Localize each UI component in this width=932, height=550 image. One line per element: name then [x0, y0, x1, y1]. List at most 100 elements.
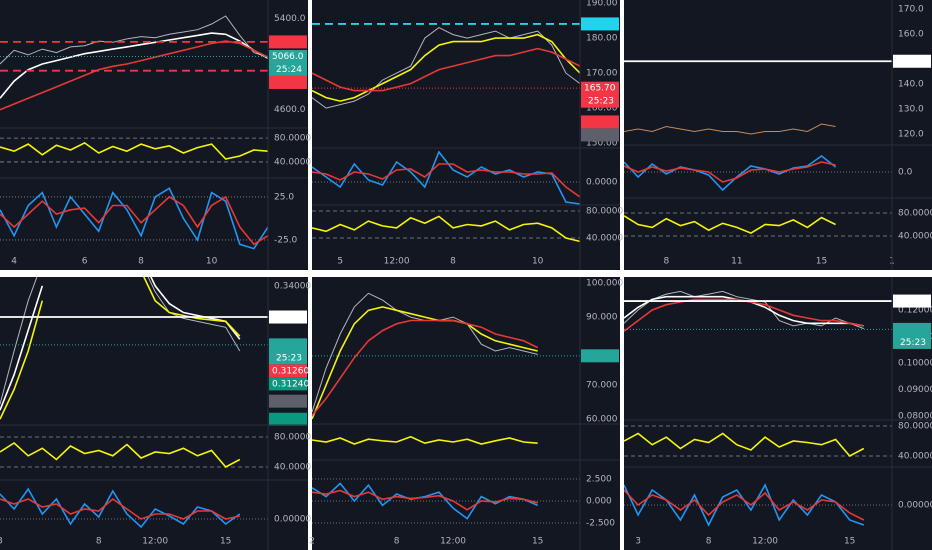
series-line — [0, 195, 268, 246]
price-tag — [581, 17, 619, 31]
series-line — [624, 215, 836, 234]
x-tick-label: 12:00 — [752, 537, 778, 547]
price-tag — [269, 75, 307, 89]
y-tick-label: 40.0000 — [898, 231, 932, 241]
x-tick-label: 8 — [450, 257, 456, 267]
pane-lines — [624, 432, 865, 458]
series-line — [312, 306, 538, 420]
price-tag — [581, 115, 619, 129]
panel-background — [312, 0, 620, 270]
y-tick-label: 0.0 — [898, 168, 913, 178]
y-tick-label: 90.000 — [586, 313, 618, 323]
y-tick-label: 40.0000 — [898, 451, 932, 461]
y-tick-label: 150.00 — [586, 139, 618, 149]
x-tick-label: 5 — [337, 257, 343, 267]
pane-lines — [0, 277, 241, 420]
series-line — [0, 497, 240, 520]
chart-panel: 0.34000 25:23 0.31260 0.31240 80.0000 40.0000… — [0, 277, 311, 550]
pane-lines — [312, 215, 580, 243]
y-tick-label: 0.12000 — [898, 306, 932, 316]
y-tick-label: 0.00000 — [898, 501, 932, 511]
y-tick-label: 0.000 — [586, 497, 612, 507]
series-line — [0, 277, 241, 405]
y-tick-label: 140.0 — [898, 80, 924, 90]
series-line — [312, 319, 539, 417]
series-line — [312, 435, 538, 445]
x-tick-label: 15 — [844, 537, 855, 547]
series-line — [624, 489, 865, 521]
series-line — [624, 123, 836, 135]
y-tick-label: 0.00000 — [274, 515, 311, 525]
y-tick-label: 70.000 — [586, 380, 618, 390]
pane-lines — [624, 155, 837, 192]
pane-lines — [312, 27, 580, 109]
x-tick-label: 12:00 — [440, 537, 466, 547]
price-tag — [269, 310, 307, 324]
y-tick-label: 160.00 — [586, 104, 618, 114]
x-tick-label: 8 — [138, 257, 144, 267]
y-tick-label: 80.0000 — [586, 207, 623, 217]
x-tick-label: 3 — [0, 537, 3, 547]
y-tick-label: 170.0 — [898, 5, 924, 15]
y-tick-label: 40.0000 — [274, 157, 311, 167]
pane-lines — [312, 292, 539, 420]
y-tick-label: 0.08000 — [898, 412, 932, 422]
series-line — [312, 33, 580, 102]
y-tick-label: 160.0 — [898, 30, 924, 40]
x-tick-label: 3 — [635, 537, 641, 547]
price-tag-label: 5066.0 — [272, 52, 304, 62]
pane-lines — [312, 435, 538, 445]
price-tag — [893, 322, 931, 349]
panel-background — [0, 0, 308, 270]
series-line — [0, 141, 268, 160]
x-tick-label: 10 — [206, 257, 218, 267]
price-tag-label: 165.70 — [584, 84, 616, 94]
countdown-label: 25:24 — [276, 65, 302, 75]
series-line — [312, 215, 580, 243]
x-tick-label: 2 — [309, 537, 315, 547]
y-tick-label: 190.00 — [586, 0, 618, 9]
y-tick-label: 0.34000 — [274, 281, 311, 291]
panel-background — [624, 277, 932, 550]
series-line — [624, 432, 865, 458]
series-line — [312, 163, 580, 198]
y-tick-label: 0.0000 — [586, 178, 618, 188]
price-tag — [269, 377, 307, 391]
y-tick-label: 0.09000 — [898, 385, 932, 395]
pane-lines — [624, 123, 836, 135]
pane-lines — [0, 487, 241, 529]
price-tag — [269, 35, 307, 49]
chart-panel: 190.00 180.00 170.00 160.00 150.00 165.70 25:2… — [312, 0, 623, 270]
y-tick-label: 80.0000 — [274, 134, 311, 144]
x-tick-label: 8 — [706, 537, 712, 547]
y-tick-label: 80.0000 — [274, 433, 311, 443]
panel-background — [624, 0, 932, 270]
x-tick-label: 12:00 — [142, 537, 168, 547]
series-line — [624, 161, 836, 183]
chart-panel: 170.0 160.0 140.0 130.0 120.0 0.0 80.0000 40.00… — [624, 0, 932, 270]
x-tick-label: 12:00 — [384, 257, 410, 267]
countdown-label: 25:23 — [276, 353, 302, 363]
series-line — [0, 441, 241, 469]
price-tag — [269, 49, 307, 76]
countdown-label: 25:23 — [588, 97, 614, 107]
y-tick-label: 180.00 — [586, 34, 618, 44]
price-tag-label: 0.31240 — [272, 379, 309, 389]
y-tick-label: 60.000 — [586, 414, 618, 424]
pane-lines — [0, 187, 268, 250]
x-tick-label: 4 — [11, 257, 17, 267]
pane-lines — [624, 483, 865, 527]
x-tick-label: 15 — [220, 537, 231, 547]
y-tick-label: 100.000 — [586, 279, 623, 289]
y-tick-label: -25.0 — [274, 235, 298, 245]
price-tag — [269, 338, 307, 365]
y-tick-label: 2.500 — [586, 475, 612, 485]
pane-lines — [312, 482, 539, 520]
y-tick-label: 5400.0 — [274, 14, 306, 24]
y-tick-label: -2.500 — [586, 519, 615, 529]
price-tag — [581, 81, 619, 108]
x-tick-label: 8 — [394, 537, 400, 547]
x-tick-label: 15 — [816, 257, 827, 267]
y-tick-label: 80.0000 — [898, 208, 932, 218]
